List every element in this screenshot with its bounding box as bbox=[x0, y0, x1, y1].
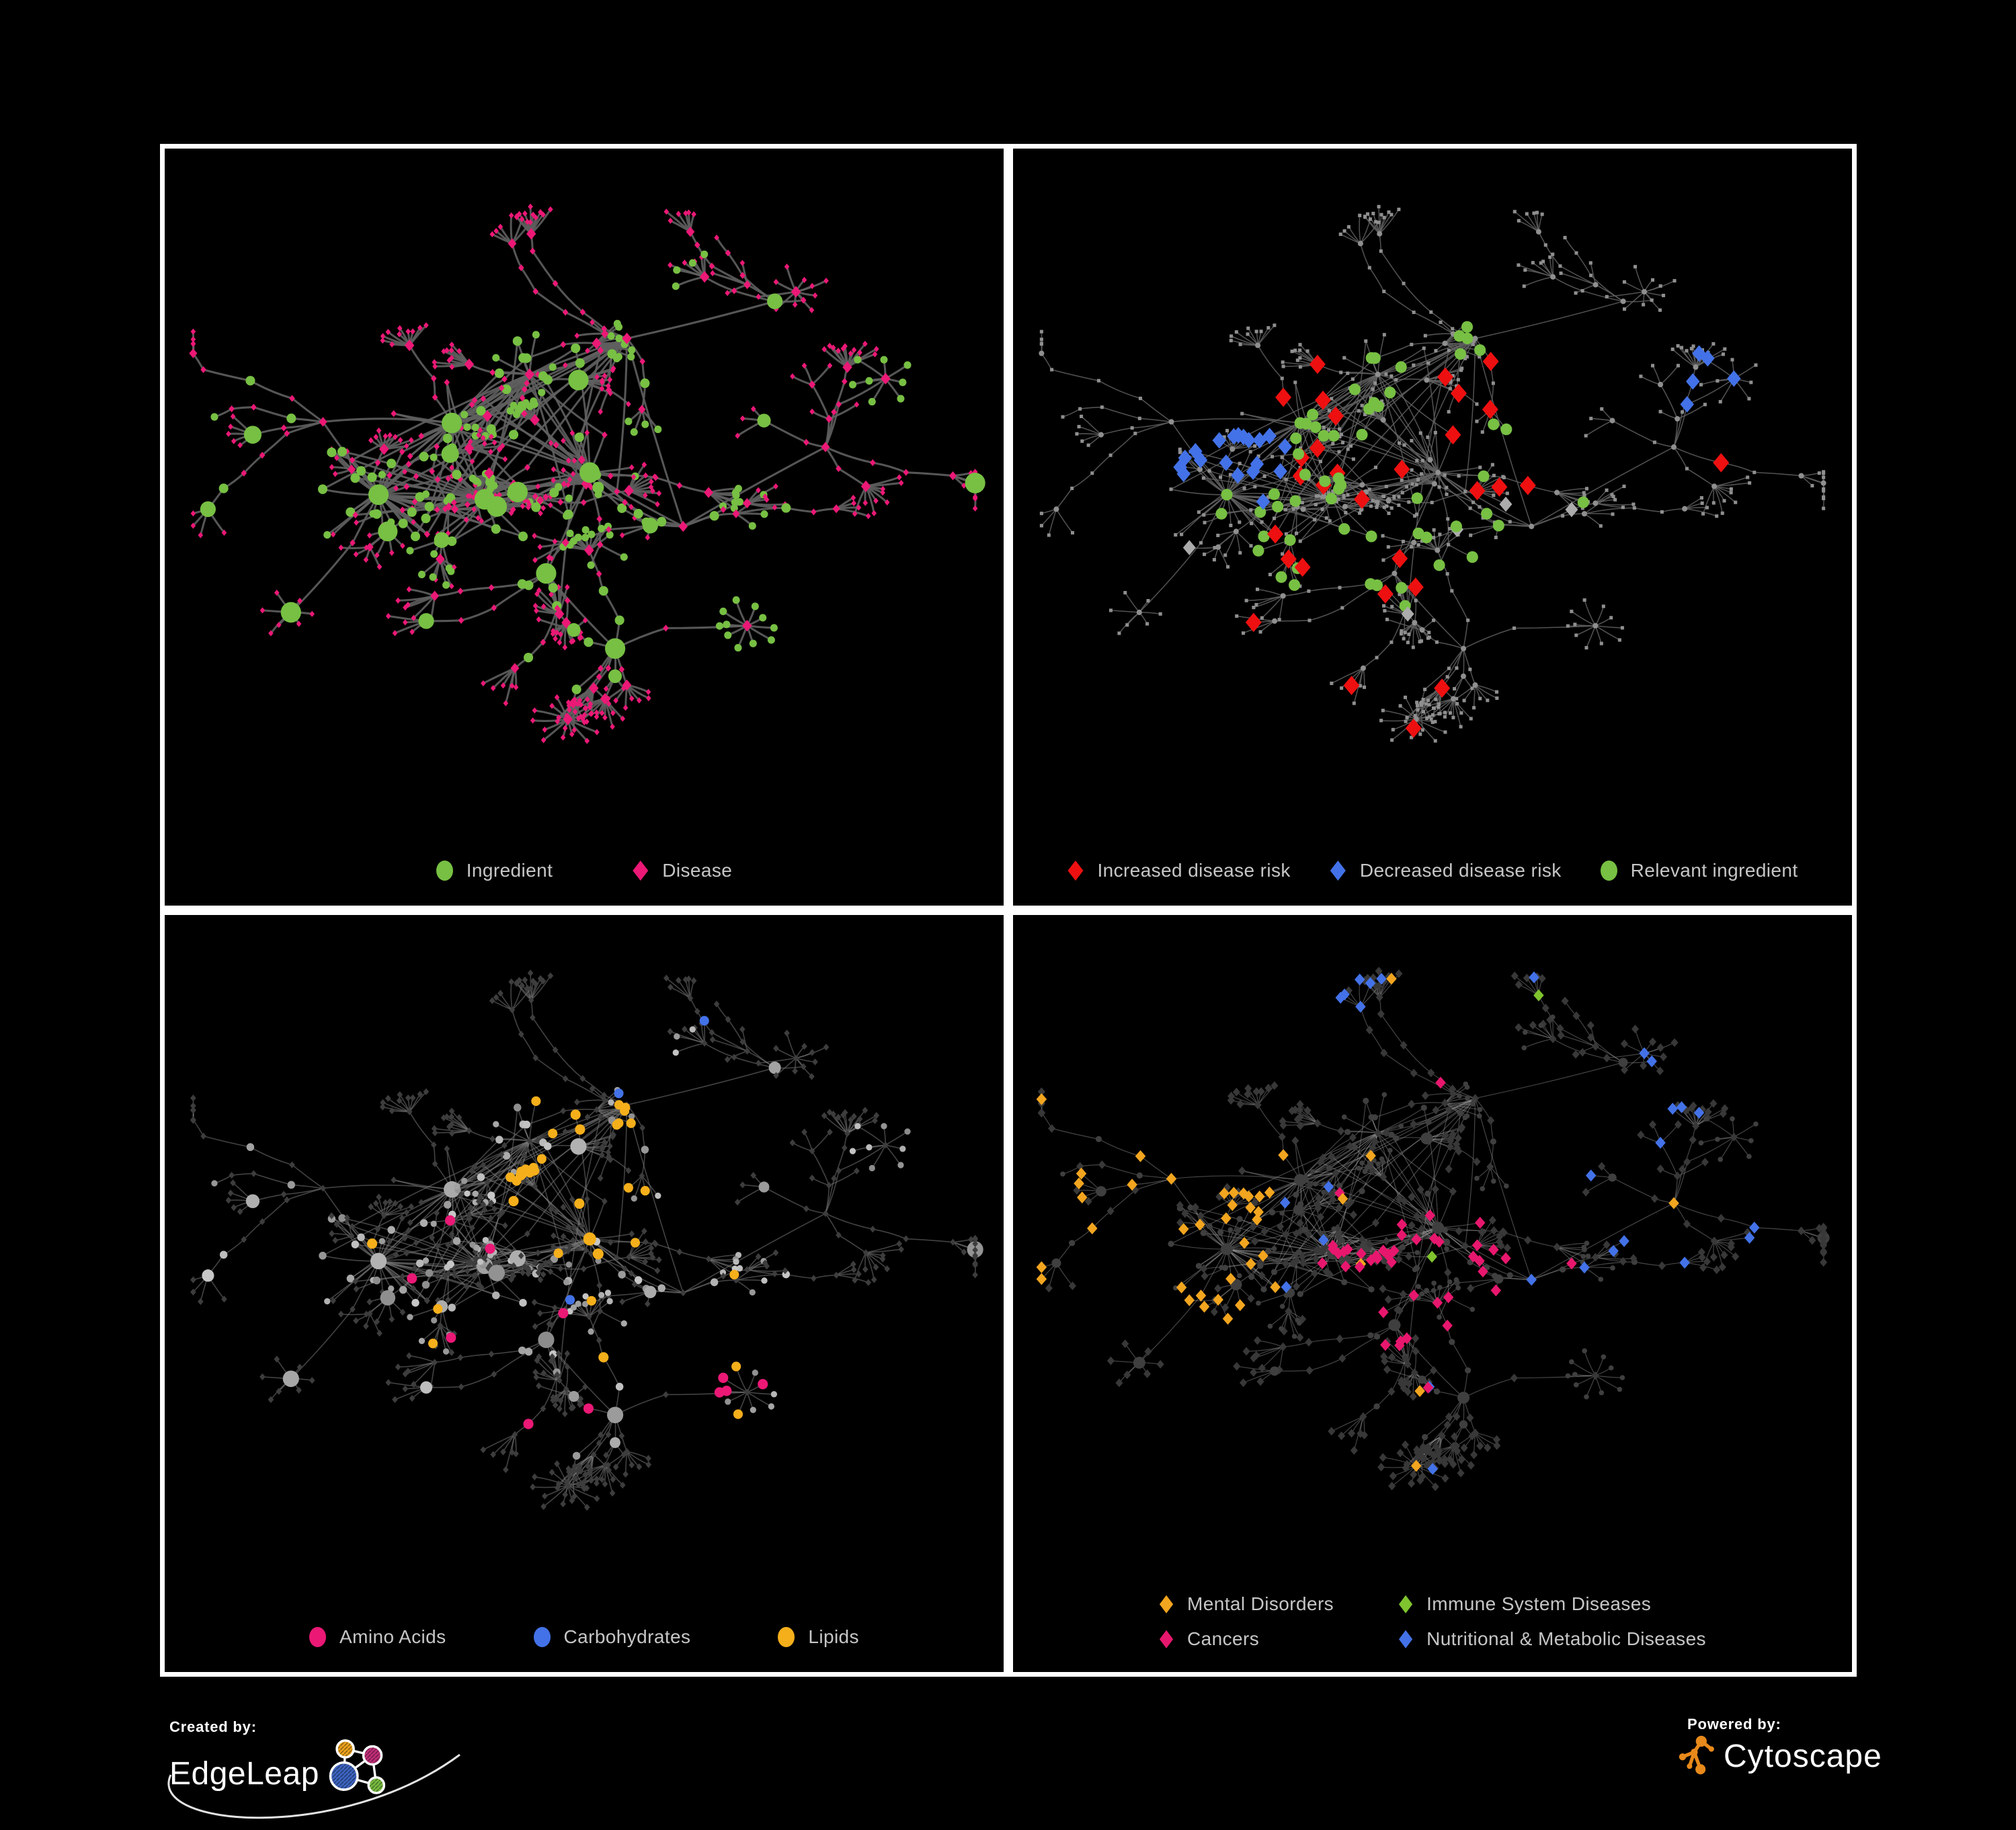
mental-disorders-marker-icon bbox=[1159, 1595, 1174, 1614]
network-graph-nutrient-classes bbox=[190, 969, 983, 1511]
carbohydrates-marker-icon bbox=[533, 1627, 551, 1647]
legend-nutrient-classes: Amino Acids Carbohydrates Lipids bbox=[165, 1602, 1004, 1672]
nutritional-metabolic-marker-icon bbox=[1398, 1630, 1413, 1648]
ingredient-marker-icon bbox=[436, 861, 453, 881]
edgeleap-logo-row: EdgeLeap bbox=[167, 1739, 460, 1819]
legend-label: Amino Acids bbox=[339, 1626, 446, 1647]
panel-nutrient-classes: Amino Acids Carbohydrates Lipids bbox=[160, 910, 1008, 1677]
legend-label: Relevant ingredient bbox=[1630, 860, 1798, 881]
legend-label: Decreased disease risk bbox=[1359, 860, 1562, 881]
nodes-layer bbox=[1037, 966, 1830, 1491]
powered-by-label: Powered by: bbox=[1687, 1716, 1781, 1733]
legend-item-cancers: Cancers bbox=[1159, 1628, 1334, 1650]
legend-item-lipids: Lipids bbox=[778, 1626, 859, 1648]
edgeleap-wordmark: EdgeLeap bbox=[169, 1755, 319, 1792]
legend-label: Ingredient bbox=[466, 860, 553, 881]
immune-system-diseases-marker-icon bbox=[1398, 1595, 1413, 1614]
decreased-risk-marker-icon bbox=[1330, 861, 1346, 881]
cytoscape-branding: Powered by: Cytosc bbox=[1678, 1716, 1882, 1778]
legend-item-decreased-risk: Decreased disease risk bbox=[1330, 860, 1562, 881]
legend-label: Disease bbox=[662, 860, 733, 881]
legend-label: Mental Disorders bbox=[1187, 1593, 1334, 1615]
legend-label: Immune System Diseases bbox=[1426, 1593, 1652, 1615]
network-graph-ingredient-disease bbox=[189, 203, 985, 744]
amino-acids-marker-icon bbox=[309, 1627, 327, 1647]
cytoscape-logo-row: Cytoscape bbox=[1678, 1735, 1882, 1778]
legend-disease-risk: Increased disease risk Decreased disease… bbox=[1013, 836, 1852, 906]
legend-label: Cancers bbox=[1187, 1628, 1260, 1650]
highlight-layer bbox=[367, 1016, 768, 1429]
legend-label: Nutritional & Metabolic Diseases bbox=[1426, 1628, 1706, 1650]
network-graph-disease-categories bbox=[1036, 966, 1830, 1491]
legend-label: Increased disease risk bbox=[1097, 860, 1291, 881]
legend-item-ingredient: Ingredient bbox=[436, 860, 553, 881]
panel-ingredient-disease: Ingredient Disease bbox=[160, 144, 1008, 910]
cytoscape-wordmark: Cytoscape bbox=[1724, 1738, 1882, 1774]
legend-label: Carbohydrates bbox=[563, 1626, 691, 1647]
panel-disease-categories: Mental Disorders Immune System Diseases … bbox=[1008, 910, 1857, 1677]
created-by-label: Created by: bbox=[169, 1718, 257, 1735]
edgeleap-logo-icon bbox=[329, 1739, 385, 1794]
lipids-marker-icon bbox=[778, 1627, 795, 1647]
disease-marker-icon bbox=[633, 861, 649, 881]
network-graph-disease-risk bbox=[1039, 204, 1826, 743]
edges-layer bbox=[1041, 206, 1824, 742]
legend-ingredient-disease: Ingredient Disease bbox=[165, 836, 1004, 906]
legend-item-increased-risk: Increased disease risk bbox=[1067, 860, 1290, 881]
legend-item-mental-disorders: Mental Disorders bbox=[1159, 1593, 1334, 1615]
legend-label: Lipids bbox=[808, 1626, 859, 1647]
legend-disease-categories: Mental Disorders Immune System Diseases … bbox=[1013, 1579, 1852, 1672]
cytoscape-logo-icon bbox=[1679, 1735, 1714, 1775]
nodes-layer bbox=[189, 203, 985, 744]
legend-item-carbohydrates: Carbohydrates bbox=[533, 1626, 691, 1648]
legend-item-amino-acids: Amino Acids bbox=[309, 1626, 446, 1648]
highlight-layer bbox=[1036, 971, 1760, 1475]
legend-item-immune-system-diseases: Immune System Diseases bbox=[1398, 1593, 1706, 1615]
cancers-marker-icon bbox=[1159, 1630, 1174, 1648]
panel-disease-risk: Increased disease risk Decreased disease… bbox=[1008, 144, 1857, 910]
legend-item-relevant-ingredient: Relevant ingredient bbox=[1600, 860, 1798, 881]
legend-item-nutritional-metabolic-diseases: Nutritional & Metabolic Diseases bbox=[1398, 1628, 1706, 1650]
edgeleap-branding: Created by: EdgeLeap bbox=[167, 1718, 460, 1819]
increased-risk-marker-icon bbox=[1067, 861, 1084, 881]
relevant-ingredient-marker-icon bbox=[1600, 861, 1617, 881]
legend-item-disease: Disease bbox=[632, 860, 732, 881]
